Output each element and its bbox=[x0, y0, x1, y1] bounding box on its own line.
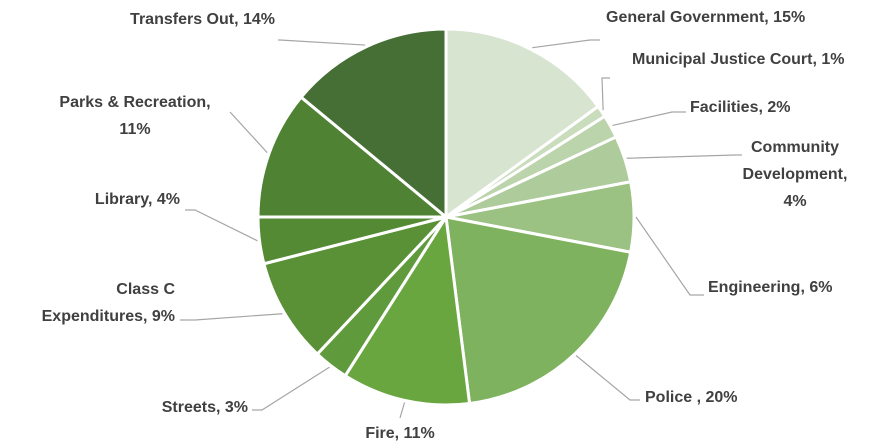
pie-slice bbox=[444, 27, 601, 220]
leader-line bbox=[612, 111, 686, 127]
data-label-line: Class C bbox=[116, 281, 175, 298]
data-label-line: Development, bbox=[743, 166, 848, 183]
pie-slice bbox=[299, 27, 448, 221]
data-label-line: Parks & Recreation, bbox=[59, 94, 210, 111]
leader-line bbox=[532, 39, 600, 49]
data-label-line: 4% bbox=[783, 193, 806, 210]
data-label: General Government, 15% bbox=[606, 9, 805, 26]
leader-line bbox=[180, 313, 283, 321]
data-label: Fire, 11% bbox=[365, 425, 434, 442]
data-label-line: Transfers Out, 14% bbox=[130, 11, 275, 28]
leader-line bbox=[575, 355, 640, 401]
data-label: Police , 20% bbox=[645, 389, 738, 406]
data-label: Parks & Recreation, 11% bbox=[59, 94, 210, 138]
data-label-line: Fire, 11% bbox=[365, 425, 434, 442]
leader-line bbox=[252, 366, 330, 411]
leader-line bbox=[185, 209, 258, 242]
leader-line bbox=[229, 111, 268, 154]
data-label-line: Expenditures, 9% bbox=[42, 308, 175, 325]
data-label-line: Municipal Justice Court, 1% bbox=[632, 51, 844, 68]
leader-line bbox=[626, 154, 742, 159]
data-label: Engineering, 6% bbox=[708, 279, 832, 296]
leader-line bbox=[399, 402, 406, 419]
data-label: Library, 4% bbox=[95, 191, 180, 208]
data-label-line: Police , 20% bbox=[645, 389, 738, 406]
data-label: Class C Expenditures, 9% bbox=[42, 281, 176, 325]
leader-line bbox=[278, 39, 366, 46]
leader-line bbox=[601, 77, 610, 111]
data-label: Facilities, 2% bbox=[690, 99, 791, 116]
data-label-line: Engineering, 6% bbox=[708, 279, 832, 296]
data-label: Community Development, 4% bbox=[743, 139, 848, 210]
data-label: Transfers Out, 14% bbox=[130, 11, 275, 28]
data-label-line: Community bbox=[751, 139, 839, 156]
data-label: Streets, 3% bbox=[162, 399, 248, 416]
pie-slice bbox=[262, 214, 451, 357]
pie bbox=[256, 27, 636, 407]
data-label-line: Library, 4% bbox=[95, 191, 180, 208]
data-label-line: 11% bbox=[119, 121, 150, 138]
data-label-line: General Government, 15% bbox=[606, 9, 805, 26]
pie-slice bbox=[343, 212, 472, 407]
pie-slice bbox=[444, 215, 633, 406]
data-label-line: Streets, 3% bbox=[162, 399, 248, 416]
data-label: Municipal Justice Court, 1% bbox=[632, 51, 844, 68]
data-label-line: Facilities, 2% bbox=[690, 99, 791, 116]
leader-line bbox=[635, 216, 704, 296]
pie-slice bbox=[256, 95, 451, 219]
